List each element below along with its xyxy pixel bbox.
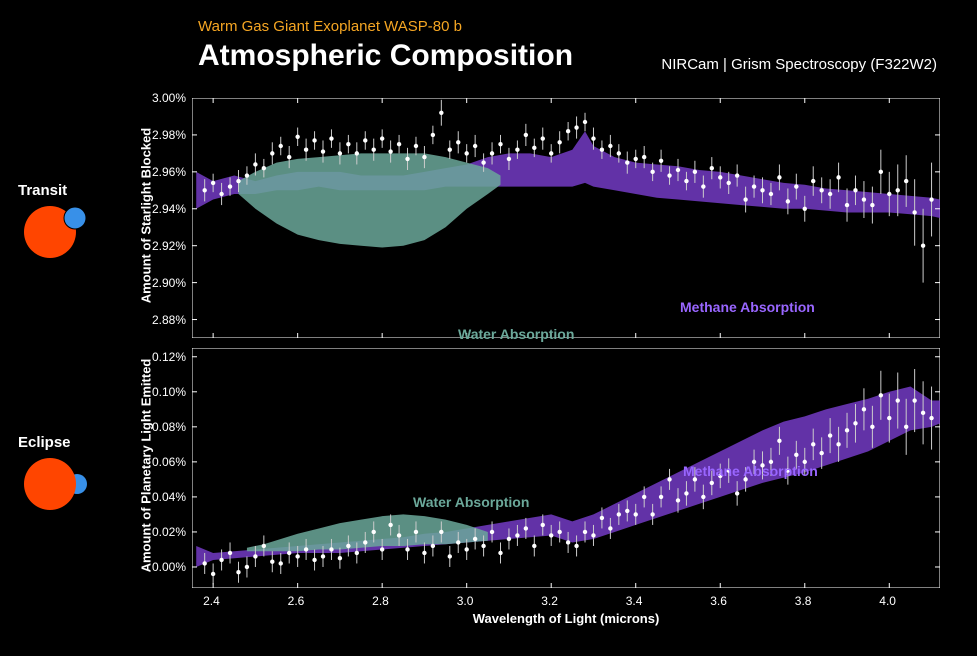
- x-axis-title: Wavelength of Light (microns): [192, 611, 940, 626]
- y-tick-label: 0.00%: [152, 560, 186, 574]
- y-tick-label: 0.08%: [152, 420, 186, 434]
- y-tick-label: 2.88%: [152, 313, 186, 327]
- y-tick-label: 2.94%: [152, 202, 186, 216]
- bottom-water-annotation: Water Absorption: [413, 494, 529, 510]
- x-tick-label: 2.8: [372, 594, 389, 608]
- y-tick-label: 0.02%: [152, 525, 186, 539]
- subtitle: Warm Gas Giant Exoplanet WASP-80 b: [198, 18, 937, 35]
- instrument-label: NIRCam | Grism Spectroscopy (F322W2): [661, 56, 937, 73]
- y-tick-label: 3.00%: [152, 91, 186, 105]
- y-tick-label: 2.92%: [152, 239, 186, 253]
- x-tick-label: 3.2: [541, 594, 558, 608]
- top-chart: 2.88%2.90%2.92%2.94%2.96%2.98%3.00%: [192, 98, 940, 338]
- y-tick-label: 0.06%: [152, 455, 186, 469]
- transit-icon: [20, 204, 90, 260]
- chart-container: Warm Gas Giant Exoplanet WASP-80 b Atmos…: [0, 0, 977, 656]
- y-tick-label: 0.10%: [152, 385, 186, 399]
- bottom-methane-annotation: Methane Absorption: [683, 463, 818, 479]
- top-water-annotation: Water Absorption: [458, 326, 574, 342]
- y-tick-label: 0.12%: [152, 350, 186, 364]
- x-tick-label: 2.4: [203, 594, 220, 608]
- x-tick-label: 4.0: [879, 594, 896, 608]
- eclipse-label: Eclipse: [18, 434, 71, 451]
- x-tick-label: 2.6: [288, 594, 305, 608]
- x-tick-label: 3.6: [710, 594, 727, 608]
- bottom-chart: 0.00%0.02%0.04%0.06%0.08%0.10%0.12%: [192, 348, 940, 588]
- x-tick-label: 3.0: [457, 594, 474, 608]
- y-tick-label: 2.96%: [152, 165, 186, 179]
- y-tick-label: 2.90%: [152, 276, 186, 290]
- y-tick-label: 2.98%: [152, 128, 186, 142]
- x-tick-label: 3.4: [626, 594, 643, 608]
- x-tick-label: 3.8: [795, 594, 812, 608]
- y-tick-label: 0.04%: [152, 490, 186, 504]
- top-methane-annotation: Methane Absorption: [680, 299, 815, 315]
- transit-label: Transit: [18, 182, 67, 199]
- eclipse-icon: [20, 456, 90, 512]
